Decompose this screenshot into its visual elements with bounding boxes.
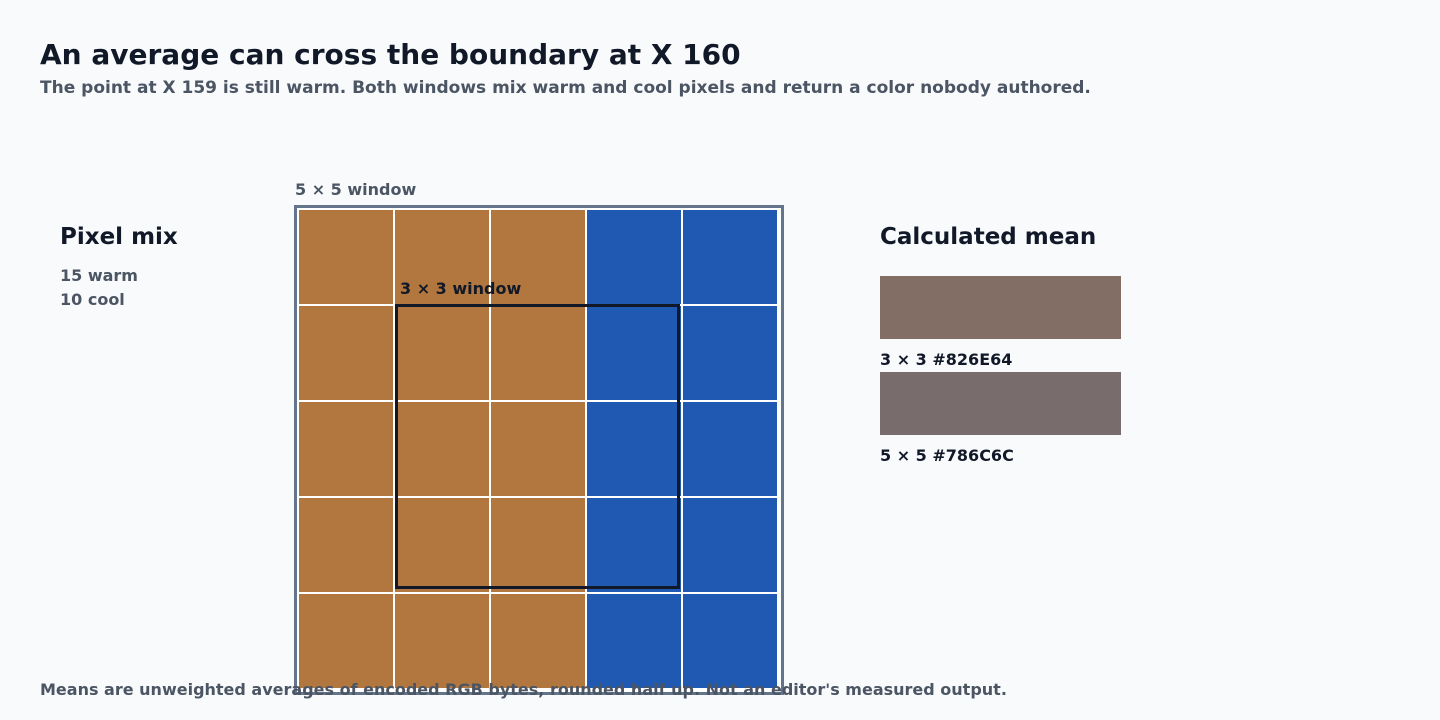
warm-pixel [491,498,585,592]
cool-pixel [587,402,681,496]
warm-pixel [491,306,585,400]
warm-pixel [491,210,585,304]
cool-pixel [587,498,681,592]
cool-count: 10 cool [60,290,125,309]
mean-5x5-swatch [880,372,1121,435]
pixel-grid [294,205,784,695]
warm-pixel [395,210,489,304]
warm-pixel [395,306,489,400]
page-subtitle: The point at X 159 is still warm. Both w… [40,78,1091,98]
warm-pixel [299,594,393,688]
cool-pixel [683,402,777,496]
mean-3x3-swatch [880,276,1121,339]
window-3x3-label: 3 × 3 window [400,279,522,298]
mean-5x5-label: 5 × 5 #786C6C [880,446,1014,465]
window-3x3-outline [395,304,680,589]
cool-pixel [683,498,777,592]
warm-pixel [299,210,393,304]
warm-pixel [299,498,393,592]
cool-pixel [683,210,777,304]
footnote: Means are unweighted averages of encoded… [40,680,1007,699]
page-title: An average can cross the boundary at X 1… [40,38,741,71]
mean-3x3-label: 3 × 3 #826E64 [880,350,1013,369]
warm-pixel [491,594,585,688]
warm-pixel [299,306,393,400]
warm-pixel [491,402,585,496]
window-5x5-label: 5 × 5 window [295,180,417,199]
cool-pixel [587,594,681,688]
cool-pixel [683,594,777,688]
warm-pixel [395,402,489,496]
warm-pixel [395,594,489,688]
warm-pixel [299,402,393,496]
calculated-mean-heading: Calculated mean [880,224,1097,250]
cool-pixel [683,306,777,400]
warm-pixel [395,498,489,592]
cool-pixel [587,210,681,304]
warm-count: 15 warm [60,266,138,285]
cool-pixel [587,306,681,400]
pixel-mix-heading: Pixel mix [60,224,178,250]
